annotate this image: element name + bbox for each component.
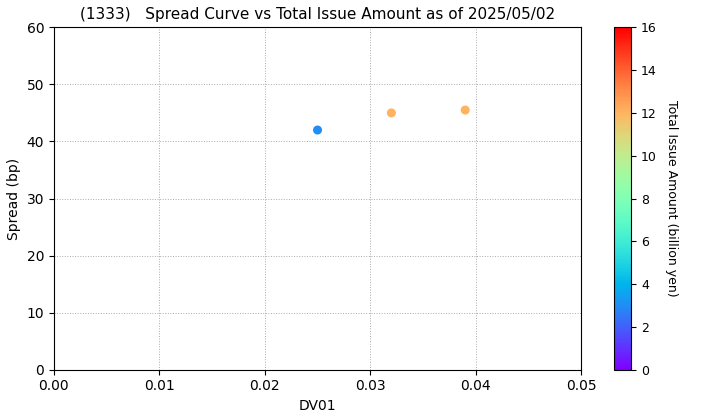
X-axis label: DV01: DV01 (299, 399, 336, 413)
Y-axis label: Spread (bp): Spread (bp) (7, 158, 21, 239)
Title: (1333)   Spread Curve vs Total Issue Amount as of 2025/05/02: (1333) Spread Curve vs Total Issue Amoun… (80, 7, 555, 22)
Y-axis label: Total Issue Amount (billion yen): Total Issue Amount (billion yen) (665, 100, 678, 297)
Point (459, 107, 471, 113)
Point (386, 110, 397, 116)
Point (312, 127, 323, 134)
